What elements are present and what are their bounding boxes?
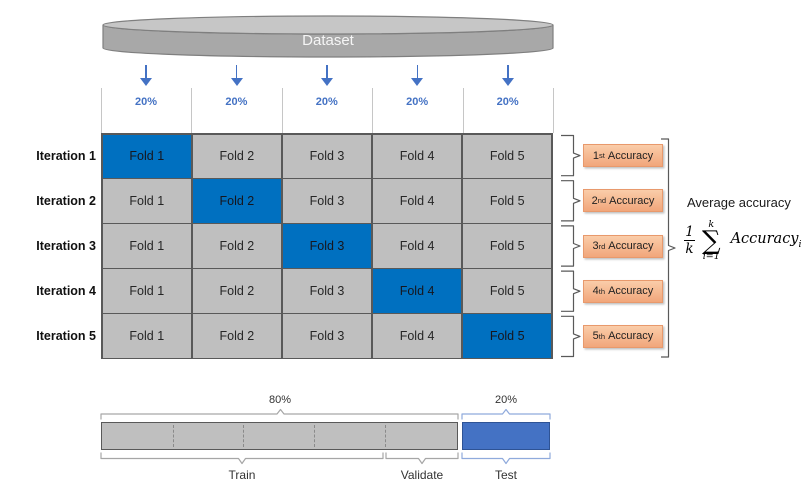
arrow-stem <box>416 65 419 78</box>
test-brace-bottom <box>461 452 551 465</box>
fold-cell: Fold 2 <box>192 134 282 178</box>
split-percent-label: 20% <box>496 96 519 108</box>
iteration-label: Iteration 1 <box>36 148 96 163</box>
dataset-label: Dataset <box>302 32 355 49</box>
row-bracket <box>561 270 581 312</box>
dataset-cylinder: Dataset <box>102 15 554 58</box>
fold-cell: Fold 4 <box>372 224 462 268</box>
test-label: Test <box>494 468 518 482</box>
fold-divider-dashed <box>314 425 316 447</box>
split-percent-label: 20% <box>406 96 429 108</box>
column-separator-line <box>281 88 283 133</box>
fold-cell: Fold 2 <box>192 269 282 313</box>
fraction-numerator: 1 <box>685 223 694 240</box>
fraction-denominator: k <box>685 241 694 258</box>
fold-cell: Fold 5 <box>462 134 552 178</box>
fold-cell: Fold 3 <box>282 314 372 358</box>
fold-cell: Fold 2 <box>192 314 282 358</box>
train-validate-bar <box>101 422 458 450</box>
cylinder-top <box>102 15 554 35</box>
fold-cell: Fold 2 <box>192 224 282 268</box>
row-bracket <box>561 180 581 222</box>
fold-cell: Fold 4 <box>372 134 462 178</box>
fold-cell: Fold 5 <box>462 224 552 268</box>
arrow-head <box>140 78 153 86</box>
fold-divider-dashed <box>243 425 245 447</box>
arrow-stem <box>145 65 147 78</box>
row-bracket <box>561 225 581 267</box>
row-bracket <box>561 134 581 177</box>
fold-cell: Fold 1 <box>102 269 192 313</box>
train-validate-brace-top <box>100 408 459 420</box>
arrow-head <box>501 78 514 86</box>
sum-lower-limit: i=1 <box>702 250 720 262</box>
arrow-stem <box>235 65 238 78</box>
train-validate-percent-label: 80% <box>268 394 292 406</box>
column-separator-line <box>462 88 464 133</box>
arrow-head <box>321 78 333 86</box>
fold-cell: Fold 5 <box>462 314 552 358</box>
fold-divider-dashed <box>384 425 386 447</box>
row-bracket <box>561 315 581 358</box>
fold-cell: Fold 1 <box>102 314 192 358</box>
average-accuracy-label: Average accuracy <box>687 195 791 210</box>
fold-cell: Fold 4 <box>372 269 462 313</box>
train-label: Train <box>228 468 256 482</box>
validate-label: Validate <box>400 468 444 482</box>
formula-term: Accuracyi <box>731 231 802 250</box>
fold-cell: Fold 2 <box>192 179 282 223</box>
summation-symbol: k ∑ i=1 <box>702 220 721 261</box>
sum-upper-limit: k <box>708 219 715 230</box>
fold-grid: Fold 1 Fold 2 Fold 3 Fold 4 Fold 5 Fold 1 Fold… <box>101 133 553 359</box>
fold-cell: Fold 1 <box>102 179 192 223</box>
iteration-label: Iteration 3 <box>36 238 96 253</box>
split-percent-label: 20% <box>225 96 248 108</box>
fold-cell: Fold 3 <box>282 134 372 178</box>
formula-term-subscript: i <box>798 238 802 250</box>
arrow-stem <box>506 65 509 78</box>
accuracy-group-bracket <box>661 138 676 358</box>
fold-cell: Fold 3 <box>282 269 372 313</box>
iteration-label: Iteration 5 <box>36 329 96 344</box>
arrow-head <box>411 78 424 86</box>
fraction-bar <box>684 239 695 242</box>
test-brace-top <box>461 408 551 420</box>
sigma-glyph: ∑ <box>702 225 721 256</box>
test-bar <box>462 422 550 450</box>
train-brace-bottom <box>100 452 384 465</box>
fold-cell: Fold 1 <box>102 134 192 178</box>
formula-term-word: Accuracy <box>730 231 799 248</box>
fold-cell: Fold 3 <box>282 179 372 223</box>
fold-divider-dashed <box>172 425 174 447</box>
arrow-head <box>230 78 243 86</box>
column-separator-line <box>101 88 102 133</box>
column-separator-line <box>553 88 554 133</box>
split-percent-label: 20% <box>315 96 338 108</box>
iteration-label: Iteration 4 <box>36 284 96 299</box>
fold-cell: Fold 5 <box>462 269 552 313</box>
test-percent-label: 20% <box>494 394 518 406</box>
column-separator-line <box>372 88 374 133</box>
fold-cell: Fold 3 <box>282 224 372 268</box>
fraction-one-over-k: 1 k <box>684 223 695 258</box>
average-accuracy-formula: 1 k k ∑ i=1 Accuracyi <box>684 220 802 261</box>
arrow-stem <box>326 65 328 78</box>
fold-cell: Fold 1 <box>102 224 192 268</box>
fold-cell: Fold 4 <box>372 314 462 358</box>
split-percent-label: 20% <box>134 96 158 108</box>
iteration-label: Iteration 2 <box>36 193 96 208</box>
fold-cell: Fold 5 <box>462 179 552 223</box>
fold-cell: Fold 4 <box>372 179 462 223</box>
column-separator-line <box>191 88 193 133</box>
validate-brace-bottom <box>385 452 459 465</box>
